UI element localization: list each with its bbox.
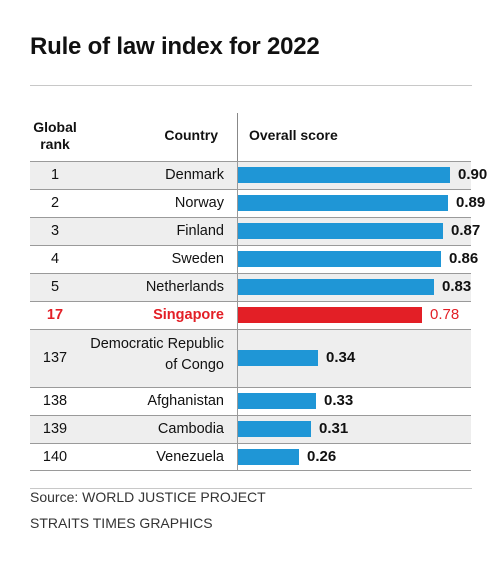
column-divider xyxy=(237,330,238,387)
table-header: Global rank Country Overall score xyxy=(30,113,471,161)
score-bar xyxy=(238,223,443,239)
column-divider xyxy=(237,190,238,217)
column-divider xyxy=(237,162,238,189)
score-label: 0.78 xyxy=(430,306,460,323)
country-cell: Cambodia xyxy=(157,421,224,437)
chart-title: Rule of law index for 2022 xyxy=(30,33,320,60)
country-cell: Venezuela xyxy=(156,449,224,465)
column-divider xyxy=(237,246,238,273)
rank-cell: 5 xyxy=(50,279,60,295)
country-cell: Singapore xyxy=(153,307,224,323)
score-label: 0.90 xyxy=(458,166,488,183)
table-body: 1 Denmark 0.90 2 Norway 0.89 3 Finland 0.87 4 Swed… xyxy=(30,161,487,471)
score-bar xyxy=(238,279,434,295)
table-row: 5 Netherlands 0.83 xyxy=(30,273,471,301)
score-bar xyxy=(238,449,299,465)
country-cell: Finland xyxy=(176,223,224,239)
header-divider xyxy=(237,113,238,161)
header-score: Overall score xyxy=(249,127,338,143)
score-bar xyxy=(238,307,422,323)
table-row: 4 Sweden 0.86 xyxy=(30,245,478,273)
source-line: Source: WORLD JUSTICE PROJECT xyxy=(30,489,266,505)
table-row: 137 Democratic Republic of Congo 0.34 xyxy=(30,329,471,387)
score-bar xyxy=(238,251,441,267)
country-cell: Netherlands xyxy=(145,279,224,295)
ranking-table: Global rank Country Overall score 1 Denma… xyxy=(30,113,487,471)
credit-line: STRAITS TIMES GRAPHICS xyxy=(30,515,213,531)
rank-cell: 138 xyxy=(42,393,68,409)
column-divider xyxy=(237,388,238,415)
rank-cell: 140 xyxy=(42,449,68,465)
column-divider xyxy=(237,416,238,443)
score-label: 0.87 xyxy=(451,222,481,239)
country-cell: Democratic Republic of Congo xyxy=(90,336,224,373)
top-divider xyxy=(30,85,472,86)
score-bar xyxy=(238,393,316,409)
rank-cell: 17 xyxy=(46,307,64,323)
rank-cell: 3 xyxy=(50,223,60,239)
score-label: 0.26 xyxy=(307,448,337,465)
score-label: 0.31 xyxy=(319,420,349,437)
score-bar xyxy=(238,421,311,437)
column-divider xyxy=(237,218,238,245)
rank-cell: 1 xyxy=(50,167,60,183)
country-cell: Sweden xyxy=(171,251,224,267)
score-label: 0.86 xyxy=(449,250,479,267)
table-row: 3 Finland 0.87 xyxy=(30,217,480,245)
country-cell: Denmark xyxy=(165,167,224,183)
table-row: 2 Norway 0.89 xyxy=(30,189,485,217)
header-country: Country xyxy=(164,127,218,143)
footer-divider xyxy=(30,488,472,489)
table-row: 139 Cambodia 0.31 xyxy=(30,415,471,443)
score-label: 0.34 xyxy=(326,349,356,366)
score-label: 0.83 xyxy=(442,278,472,295)
score-bar xyxy=(238,350,318,366)
rank-cell: 2 xyxy=(50,195,60,211)
column-divider xyxy=(237,274,238,301)
table-row: 17 Singapore 0.78 xyxy=(30,301,471,329)
header-rank: Global rank xyxy=(33,119,77,152)
column-divider xyxy=(237,302,238,329)
score-label: 0.33 xyxy=(324,392,354,409)
score-bar xyxy=(238,167,450,183)
score-label: 0.89 xyxy=(456,194,486,211)
rank-cell: 139 xyxy=(42,421,68,437)
score-bar xyxy=(238,195,448,211)
table-row: 140 Venezuela 0.26 xyxy=(30,443,471,471)
country-cell: Afghanistan xyxy=(147,393,224,409)
rank-cell: 137 xyxy=(42,350,68,366)
country-cell: Norway xyxy=(174,195,224,211)
column-divider xyxy=(237,444,238,470)
table-row: 138 Afghanistan 0.33 xyxy=(30,387,471,415)
rank-cell: 4 xyxy=(50,251,60,267)
table-row: 1 Denmark 0.90 xyxy=(30,161,487,189)
